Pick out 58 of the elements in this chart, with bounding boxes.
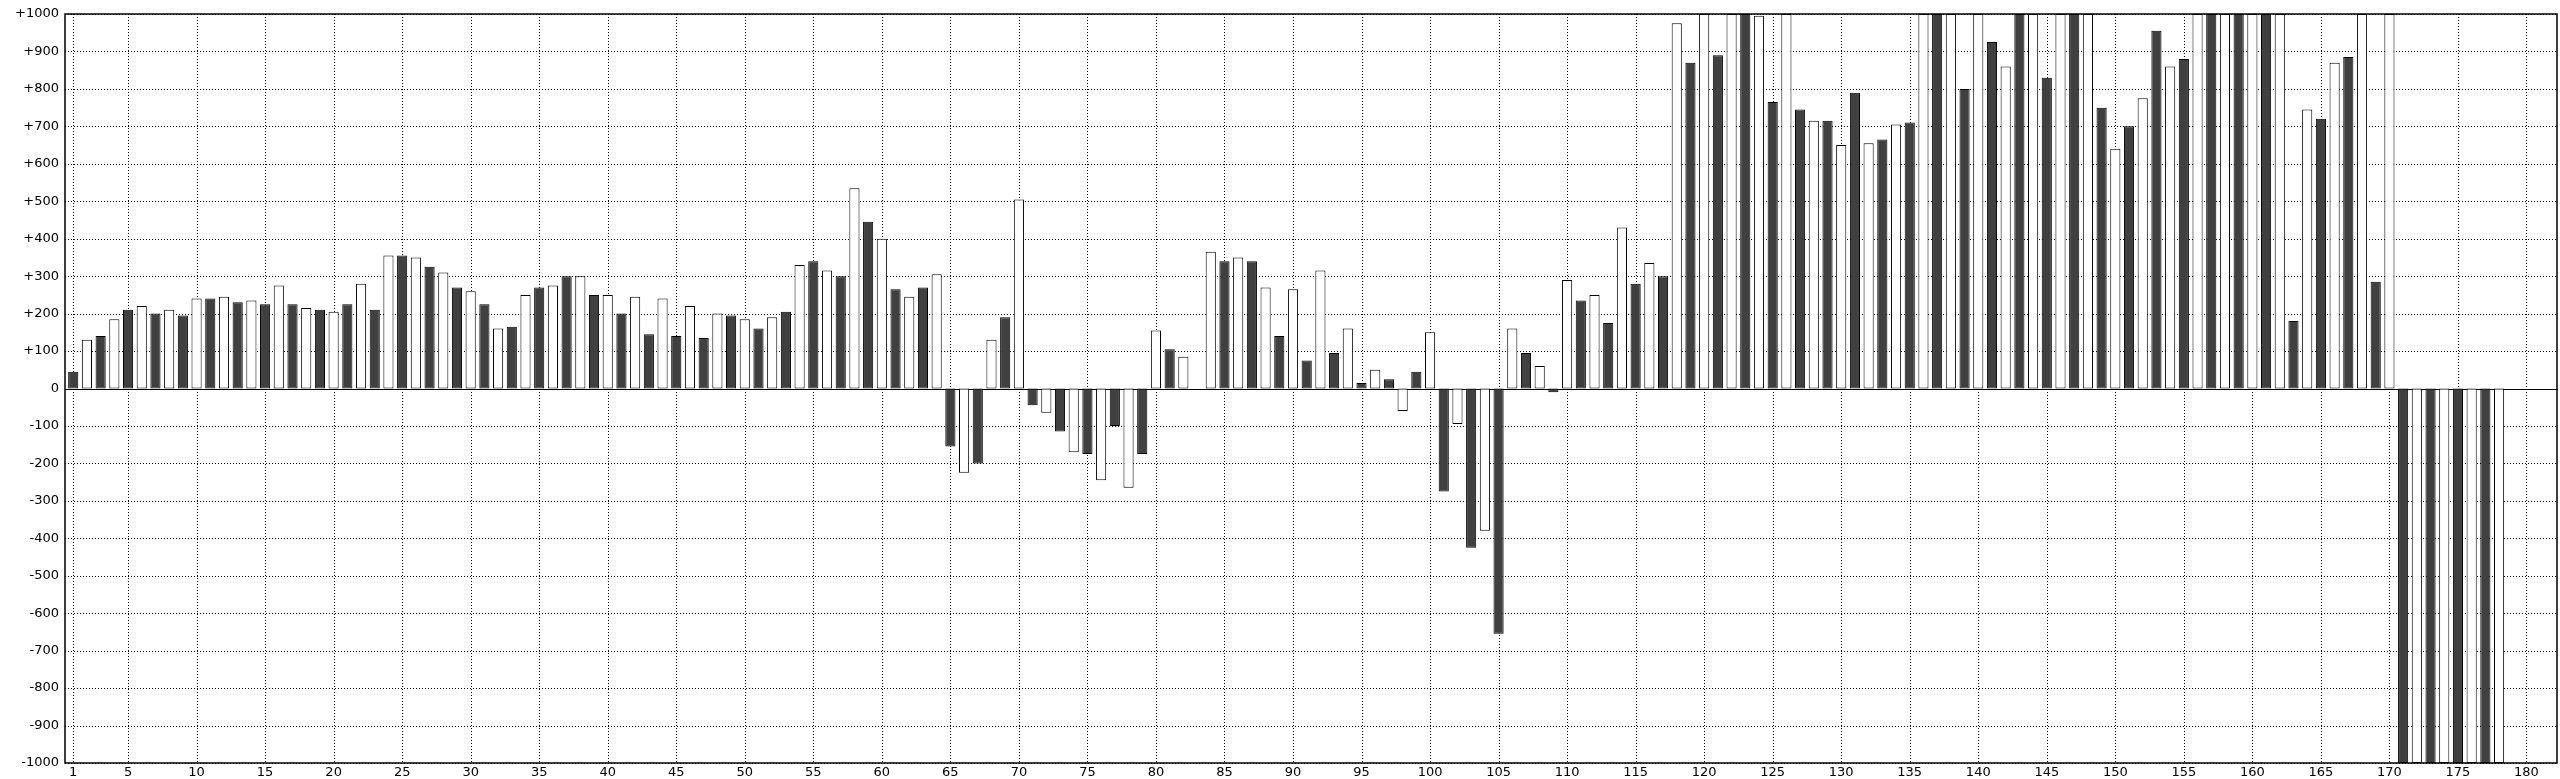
x-tick-label: 175 [2445,764,2471,779]
x-tick-label: 95 [1353,764,1370,779]
x-tick-label: 120 [1691,764,1717,779]
x-tick-label: 35 [530,764,548,779]
x-tick-label: 15 [256,764,274,779]
x-tick-label: 75 [1079,764,1096,779]
y-tick-label: -900 [29,716,59,732]
y-tick-label: +200 [23,304,59,320]
x-tick-label: 110 [1554,764,1580,779]
x-tick-label: 125 [1760,764,1786,779]
x-tick-label: 25 [393,764,411,779]
x-tick-label: 85 [1216,764,1233,779]
y-tick-label: +1000 [15,5,59,21]
y-tick-label: -500 [29,567,59,583]
x-tick-label: 1 [69,764,78,779]
y-tick-label: +300 [23,267,59,283]
y-tick-label: +400 [23,230,59,246]
x-tick-label: 50 [736,764,754,779]
y-tick-label: -400 [29,529,59,545]
x-tick-label: 40 [599,764,616,779]
y-tick-label: +800 [23,80,59,96]
y-tick-label: -600 [29,604,59,620]
x-tick-label: 90 [1284,764,1302,779]
x-tick-label: 30 [462,764,479,779]
y-tick-label: +100 [23,342,59,358]
x-tick-label: 165 [2308,764,2334,779]
x-tick-label: 135 [1897,764,1923,779]
x-tick-label: 5 [123,764,133,779]
y-tick-label: -300 [29,492,59,508]
y-tick-label: +700 [23,117,59,133]
y-tick-label: -700 [29,642,59,658]
x-tick-label: 105 [1486,764,1511,779]
x-tick-label: 70 [1010,764,1028,779]
x-tick-label: 55 [805,764,822,779]
x-tick-label: 130 [1828,764,1854,779]
y-tick-label: -200 [29,454,59,470]
y-tick-label: +600 [23,155,59,171]
x-tick-label: 160 [2239,764,2265,779]
y-tick-label: +900 [23,42,59,58]
x-tick-label: 155 [2171,764,2197,779]
y-tick-label: -800 [29,679,59,695]
y-tick-label: -100 [29,417,59,433]
x-tick-label: 80 [1147,764,1165,779]
x-tick-label: 170 [2377,764,2402,779]
x-tick-label: 60 [873,764,891,779]
x-tick-label: 45 [667,764,685,779]
x-tick-label: 10 [188,764,205,779]
x-tick-label: 65 [942,764,959,779]
x-tick-label: 115 [1623,764,1649,779]
x-tick-label: 145 [2034,764,2060,779]
y-tick-label: 0 [50,379,59,395]
x-tick-label: 150 [2102,764,2128,779]
y-tick-label: +500 [23,192,59,208]
x-tick-label: 20 [325,764,342,779]
x-tick-label: 100 [1417,764,1443,779]
x-tick-label: 180 [2514,764,2539,779]
x-tick-label: 140 [1965,764,1991,779]
y-tick-label: -1000 [21,754,59,770]
